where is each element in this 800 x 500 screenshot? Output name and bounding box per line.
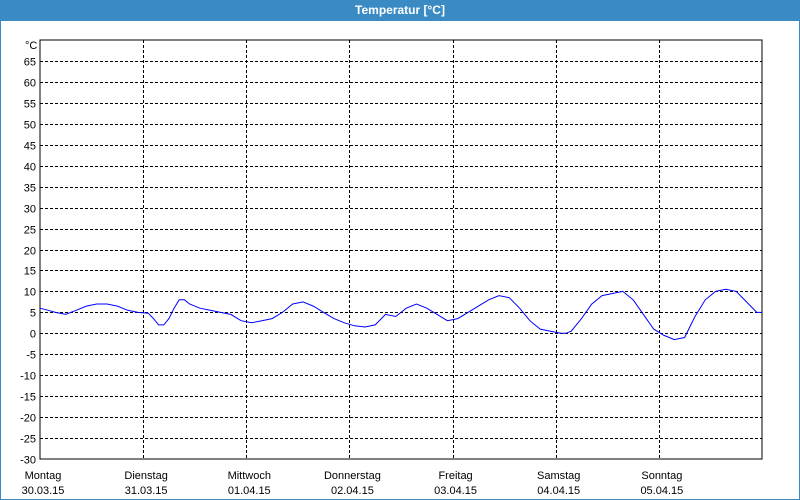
y-unit-label: °C — [25, 40, 37, 52]
chart-title: Temperatur [°C] — [0, 0, 800, 21]
y-tick-label: 40 — [24, 162, 36, 174]
x-tick-day: Donnerstag — [324, 470, 381, 482]
y-tick-label: 15 — [24, 266, 36, 278]
y-tick-label: -10 — [20, 371, 36, 383]
x-tick-day: Sonntag — [641, 470, 682, 482]
y-tick-label: 30 — [24, 204, 36, 216]
y-tick-label: 20 — [24, 246, 36, 258]
x-tick-date: 05.04.15 — [640, 485, 683, 497]
x-tick-date: 01.04.15 — [228, 485, 271, 497]
y-tick-label: 35 — [24, 183, 36, 195]
x-tick-day: Freitag — [438, 470, 472, 482]
temperature-series-line — [39, 288, 762, 341]
x-tick-day: Dienstag — [124, 470, 167, 482]
y-tick-label: 60 — [24, 78, 36, 90]
y-tick-label: 65 — [24, 57, 36, 69]
x-tick-date: 04.04.15 — [537, 485, 580, 497]
y-tick-label: -20 — [20, 413, 36, 425]
y-tick-label: 5 — [30, 308, 36, 320]
y-tick-label: 55 — [24, 99, 36, 111]
y-tick-label: 45 — [24, 141, 36, 153]
y-tick-label: 25 — [24, 225, 36, 237]
y-tick-label: -15 — [20, 392, 36, 404]
x-tick-day: Montag — [25, 470, 62, 482]
x-tick-date: 02.04.15 — [331, 485, 374, 497]
x-tick-day: Mittwoch — [228, 470, 271, 482]
y-tick-label: -5 — [26, 350, 36, 362]
y-tick-label: 0 — [30, 329, 36, 341]
x-tick-date: 31.03.15 — [125, 485, 168, 497]
plot-area — [39, 39, 763, 460]
y-tick-label: -25 — [20, 434, 36, 446]
y-tick-label: 10 — [24, 287, 36, 299]
x-tick-date: 03.04.15 — [434, 485, 477, 497]
x-tick-day: Samstag — [537, 470, 580, 482]
y-tick-label: 50 — [24, 120, 36, 132]
x-tick-date: 30.03.15 — [22, 485, 65, 497]
y-tick-label: -30 — [20, 455, 36, 467]
